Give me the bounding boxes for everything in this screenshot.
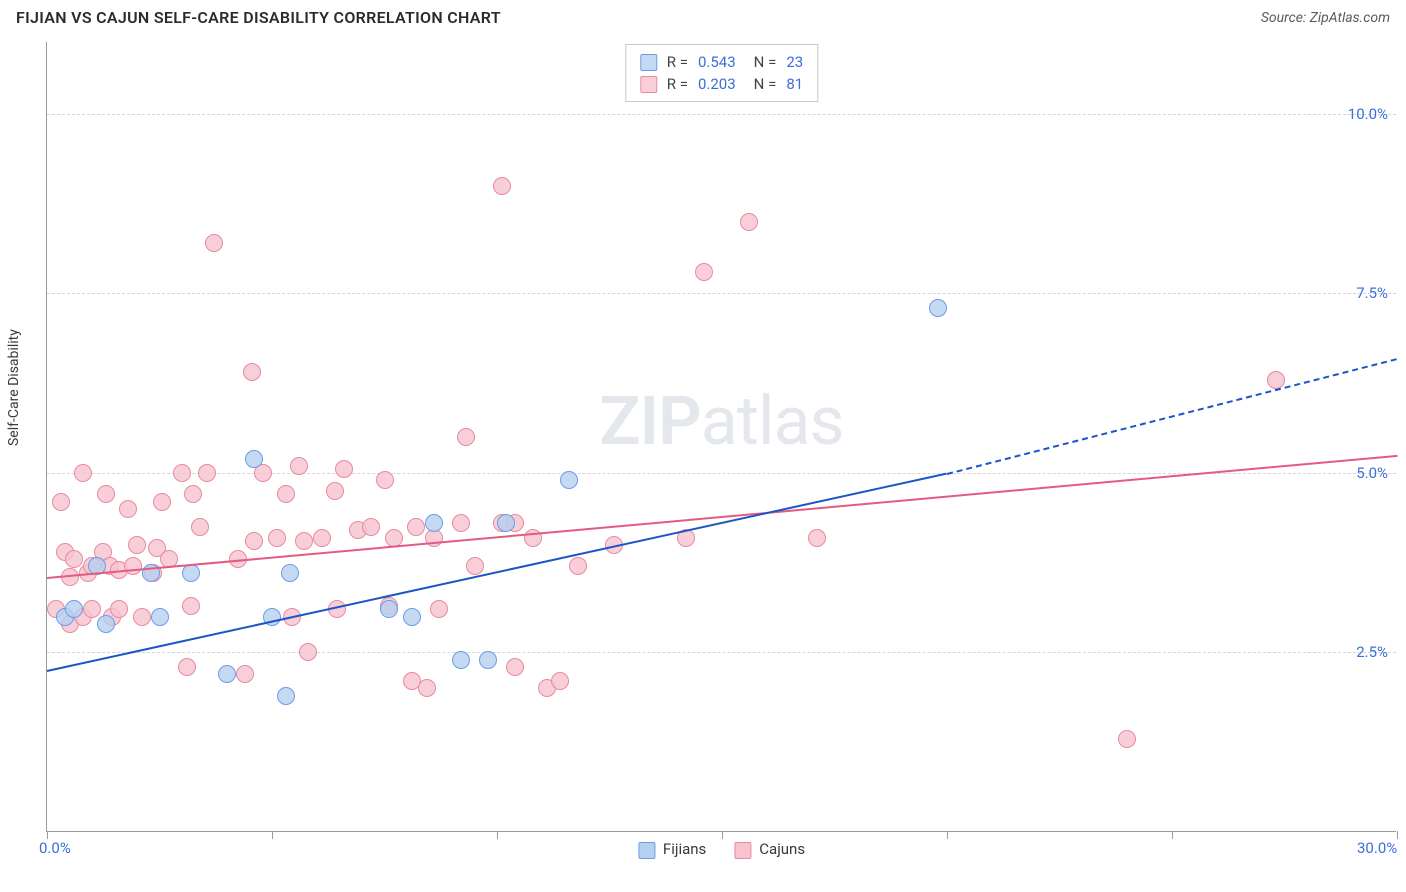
data-point (524, 529, 542, 547)
data-point (569, 557, 587, 575)
data-point (124, 557, 142, 575)
y-axis-title: Self-Care Disability (6, 329, 22, 446)
data-point (243, 363, 261, 381)
legend-swatch-cajuns (640, 76, 657, 93)
data-point (178, 658, 196, 676)
y-tick-label: 5.0% (1356, 464, 1388, 482)
y-tick-label: 7.5% (1356, 284, 1388, 302)
data-point (506, 658, 524, 676)
data-point (335, 460, 353, 478)
data-point (425, 514, 443, 532)
data-point (218, 665, 236, 683)
data-point (362, 518, 380, 536)
stats-legend: R = 0.543 N = 23 R = 0.203 N = 81 (625, 44, 818, 102)
chart-title: FIJIAN VS CAJUN SELF-CARE DISABILITY COR… (16, 8, 501, 27)
data-point (808, 529, 826, 547)
data-point (83, 600, 101, 618)
y-tick-label: 10.0% (1348, 105, 1388, 123)
data-point (281, 564, 299, 582)
data-point (1267, 371, 1285, 389)
x-tick (1397, 831, 1398, 839)
x-tick (947, 831, 948, 839)
legend-row-fijians: R = 0.543 N = 23 (640, 51, 803, 73)
data-point (236, 665, 254, 683)
data-point (551, 672, 569, 690)
data-point (497, 514, 515, 532)
x-tick (497, 831, 498, 839)
data-point (385, 529, 403, 547)
data-point (184, 485, 202, 503)
data-point (376, 471, 394, 489)
data-point (245, 532, 263, 550)
x-tick (722, 831, 723, 839)
data-point (245, 450, 263, 468)
data-point (299, 643, 317, 661)
data-point (191, 518, 209, 536)
data-point (380, 600, 398, 618)
data-point (418, 679, 436, 697)
chart-header: FIJIAN VS CAJUN SELF-CARE DISABILITY COR… (0, 0, 1406, 31)
trend-line (947, 358, 1397, 475)
data-point (466, 557, 484, 575)
data-point (268, 529, 286, 547)
data-point (277, 687, 295, 705)
data-point (1118, 730, 1136, 748)
y-tick-label: 2.5% (1356, 643, 1388, 661)
data-point (97, 485, 115, 503)
legend-item-fijians: Fijians (638, 840, 706, 859)
scatter-chart: ZIPatlas R = 0.543 N = 23 R = 0.203 N = … (46, 42, 1396, 832)
data-point (182, 564, 200, 582)
data-point (74, 464, 92, 482)
data-point (65, 600, 83, 618)
data-point (198, 464, 216, 482)
legend-swatch-icon (638, 842, 655, 859)
data-point (52, 493, 70, 511)
data-point (560, 471, 578, 489)
data-point (110, 600, 128, 618)
gridline (47, 293, 1396, 294)
data-point (133, 608, 151, 626)
legend-row-cajuns: R = 0.203 N = 81 (640, 73, 803, 95)
series-legend: Fijians Cajuns (638, 840, 805, 859)
data-point (313, 529, 331, 547)
data-point (695, 263, 713, 281)
data-point (740, 213, 758, 231)
data-point (403, 608, 421, 626)
data-point (929, 299, 947, 317)
data-point (290, 457, 308, 475)
data-point (493, 177, 511, 195)
data-point (430, 600, 448, 618)
data-point (295, 532, 313, 550)
data-point (452, 651, 470, 669)
x-tick (47, 831, 48, 839)
data-point (452, 514, 470, 532)
data-point (151, 608, 169, 626)
data-point (97, 615, 115, 633)
legend-swatch-fijians (640, 54, 657, 71)
x-tick-label: 0.0% (39, 839, 71, 857)
gridline (47, 652, 1396, 653)
legend-swatch-icon (734, 842, 751, 859)
data-point (205, 234, 223, 252)
data-point (326, 482, 344, 500)
source-label: Source: ZipAtlas.com (1261, 10, 1390, 26)
data-point (457, 428, 475, 446)
data-point (153, 493, 171, 511)
data-point (407, 518, 425, 536)
x-tick (272, 831, 273, 839)
data-point (277, 485, 295, 503)
data-point (65, 550, 83, 568)
data-point (479, 651, 497, 669)
data-point (182, 597, 200, 615)
x-tick (1172, 831, 1173, 839)
legend-item-cajuns: Cajuns (734, 840, 805, 859)
gridline (47, 114, 1396, 115)
x-tick-label: 30.0% (1357, 839, 1397, 857)
data-point (119, 500, 137, 518)
data-point (128, 536, 146, 554)
watermark: ZIPatlas (599, 381, 843, 461)
data-point (173, 464, 191, 482)
